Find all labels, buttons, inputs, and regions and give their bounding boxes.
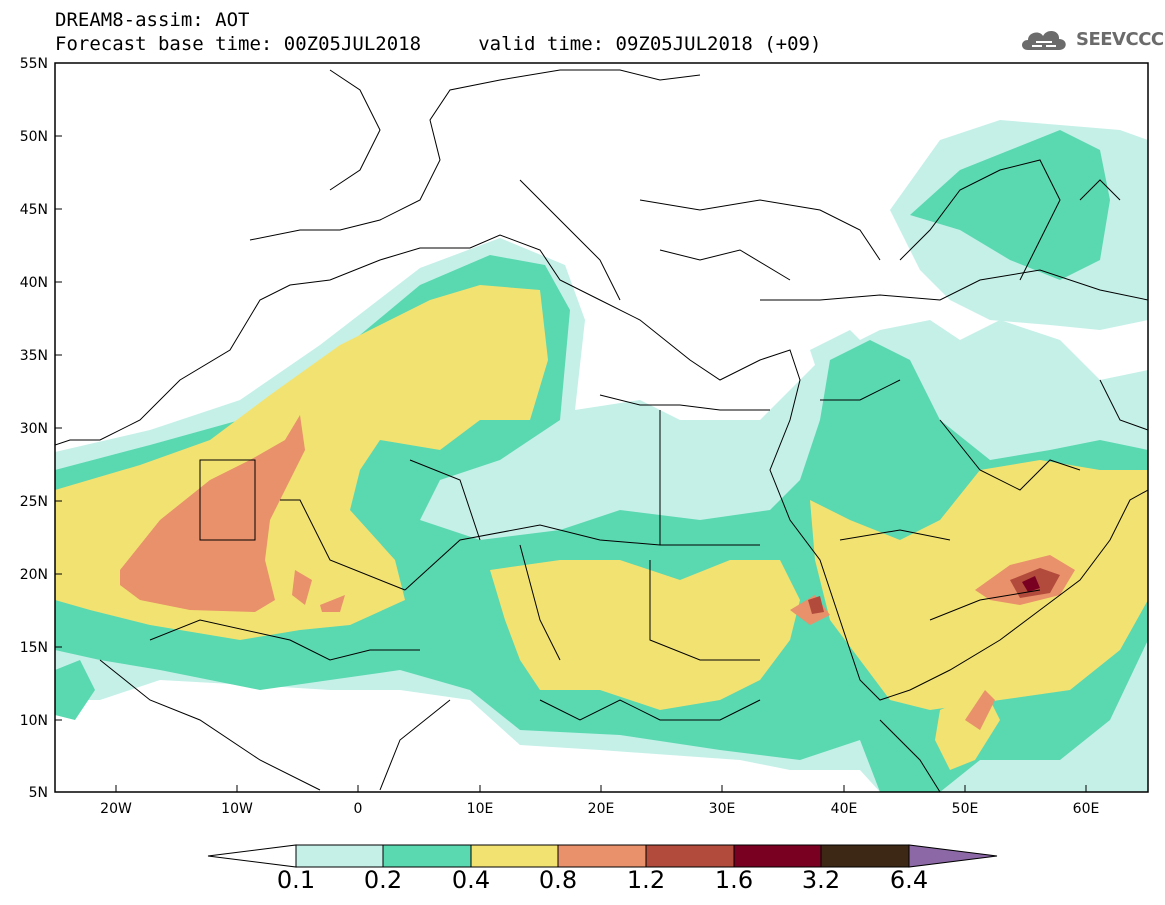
colorbar-box [557, 844, 647, 868]
lat-label: 25N [20, 494, 48, 510]
lat-label: 20N [20, 567, 48, 583]
lat-label: 45N [20, 202, 48, 218]
colorbar-arrow-right [908, 844, 998, 868]
aot-level-0.8 [120, 415, 305, 612]
map-title: DREAM8-assim: AOT [55, 9, 250, 31]
lon-label: 50E [952, 801, 979, 817]
lon-label: 20W [100, 801, 132, 817]
latitude-labels: 55N 50N 45N 40N 35N 30N 25N 20N 15N 10N … [20, 56, 48, 801]
lon-label: 10W [221, 801, 253, 817]
aot-field [55, 120, 1148, 792]
aot-level-0.8-mali [292, 570, 312, 605]
lon-label: 40E [831, 801, 858, 817]
seevccc-logo: SEEVCCC [1018, 22, 1164, 56]
aot-level-0.4-sahel [490, 560, 800, 710]
colorbar-box [733, 844, 822, 868]
lat-label: 40N [20, 275, 48, 291]
coastlines [55, 69, 1148, 792]
colorbar [207, 844, 998, 868]
colorbar-label: 0.2 [363, 866, 403, 894]
aot-level-1.6 [1022, 576, 1040, 592]
colorbar-label: 0.1 [276, 866, 316, 894]
colorbar-labels: 0.1 0.2 0.4 0.8 1.2 1.6 3.2 6.4 [0, 866, 1165, 896]
lat-label: 55N [20, 56, 48, 72]
lon-label: 0 [354, 801, 363, 817]
aot-level-0.8-somalia [965, 690, 995, 730]
lat-label: 10N [20, 713, 48, 729]
forecast-time-line: Forecast base time: 00Z05JUL2018 valid t… [55, 33, 822, 55]
aot-level-0.4-arabia [810, 460, 1148, 710]
colorbar-box [295, 844, 384, 868]
lat-label: 30N [20, 421, 48, 437]
cloud-icon [1022, 30, 1066, 50]
colorbar-arrow-left [207, 844, 297, 868]
lon-label: 30E [709, 801, 736, 817]
colorbar-label: 3.2 [801, 866, 841, 894]
aot-level-0.8-mali2 [320, 595, 345, 612]
lat-label: 50N [20, 129, 48, 145]
aot-level-1.2-sudan [808, 596, 824, 614]
axis-ticks [55, 62, 1087, 793]
colorbar-box [470, 844, 559, 868]
colorbar-box [382, 844, 472, 868]
colorbar-label: 1.2 [626, 866, 666, 894]
lon-label: 10E [467, 801, 494, 817]
lat-label: 5N [29, 785, 48, 801]
lat-label: 15N [20, 640, 48, 656]
lon-label: 60E [1073, 801, 1100, 817]
colorbar-box [645, 844, 735, 868]
colorbar-label: 0.8 [538, 866, 578, 894]
lon-label: 20E [588, 801, 615, 817]
colorbar-label: 6.4 [889, 866, 929, 894]
colorbar-label: 1.6 [714, 866, 754, 894]
aot-level-0.2-caspian [910, 130, 1110, 280]
colorbar-label: 0.4 [451, 866, 491, 894]
lat-label: 35N [20, 348, 48, 364]
aot-level-0.2-africa-west [55, 660, 95, 720]
longitude-labels: 20W 10W 0 10E 20E 30E 40E 50E 60E [100, 801, 1099, 817]
colorbar-box [820, 844, 910, 868]
logo-text: SEEVCCC [1076, 28, 1164, 50]
